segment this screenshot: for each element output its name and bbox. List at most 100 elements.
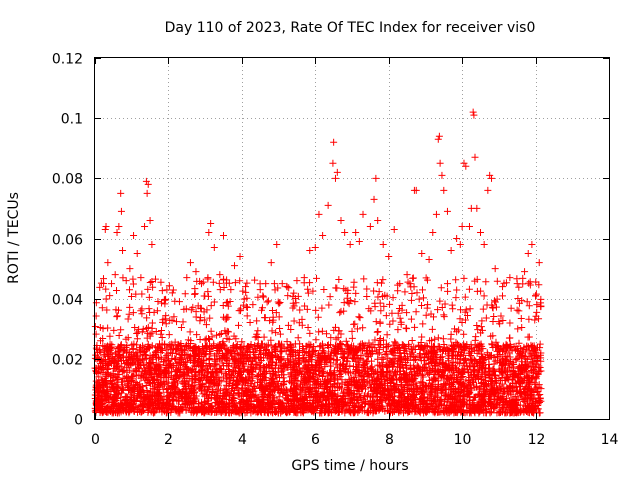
data-point — [216, 330, 224, 338]
data-point — [243, 303, 251, 311]
data-point — [509, 380, 517, 388]
data-point — [416, 353, 424, 361]
data-point — [412, 308, 420, 316]
data-point — [143, 314, 151, 322]
data-point — [434, 306, 442, 314]
data-point — [383, 343, 391, 351]
data-point — [260, 293, 268, 301]
data-point — [129, 309, 137, 317]
data-point — [224, 302, 232, 310]
data-point — [369, 392, 377, 400]
data-point — [92, 312, 100, 320]
data-point — [525, 279, 533, 287]
data-point — [408, 289, 416, 297]
data-point — [119, 366, 127, 374]
data-point — [386, 320, 394, 328]
data-point — [434, 334, 442, 342]
data-point — [402, 354, 410, 362]
data-point — [364, 390, 372, 398]
data-point — [474, 326, 482, 334]
data-point — [337, 330, 345, 338]
data-point — [350, 320, 358, 328]
data-point — [165, 282, 173, 290]
data-point — [196, 317, 204, 325]
data-point — [259, 292, 267, 300]
data-point — [448, 301, 456, 309]
data-point — [196, 335, 204, 343]
data-point — [124, 373, 132, 381]
data-point — [418, 333, 426, 341]
data-point — [206, 314, 214, 322]
data-point — [340, 285, 348, 293]
data-point — [439, 335, 447, 343]
data-point — [401, 288, 409, 296]
data-point — [204, 288, 212, 296]
data-point — [270, 280, 278, 288]
data-point — [363, 293, 371, 301]
data-point — [453, 286, 461, 294]
data-point — [410, 380, 418, 388]
data-point — [299, 345, 307, 353]
data-point — [231, 361, 239, 369]
data-point — [374, 355, 382, 363]
data-point — [528, 343, 536, 351]
data-point — [276, 330, 284, 338]
data-point — [200, 292, 208, 300]
data-point — [389, 294, 397, 302]
data-point — [534, 405, 542, 413]
data-point — [374, 328, 382, 336]
data-point — [359, 324, 367, 332]
data-point — [489, 332, 497, 340]
data-point — [515, 339, 523, 347]
data-point — [482, 278, 490, 286]
data-point — [499, 292, 507, 300]
data-point — [379, 362, 387, 370]
data-point — [246, 318, 254, 326]
data-point — [123, 408, 131, 416]
data-point — [480, 292, 488, 300]
data-point — [371, 336, 379, 344]
data-point — [312, 336, 320, 344]
data-point — [477, 323, 485, 331]
data-point — [352, 289, 360, 297]
data-point — [493, 277, 501, 285]
data-point — [332, 335, 340, 343]
data-point — [263, 298, 271, 306]
data-point — [532, 290, 540, 298]
data-point — [165, 331, 173, 339]
data-point — [140, 350, 148, 358]
data-point — [377, 279, 385, 287]
data-point — [235, 321, 243, 329]
data-point — [336, 373, 344, 381]
data-point — [290, 289, 298, 297]
data-point — [466, 305, 474, 313]
data-point — [318, 349, 326, 357]
data-point — [506, 319, 514, 327]
data-point — [201, 316, 209, 324]
data-point — [254, 334, 262, 342]
data-point — [490, 360, 498, 368]
data-point — [346, 296, 354, 304]
data-point — [211, 352, 219, 360]
data-point — [132, 290, 140, 298]
data-point — [346, 362, 354, 370]
data-point — [518, 297, 526, 305]
data-point — [169, 376, 177, 384]
data-point — [151, 386, 159, 394]
data-point — [215, 279, 223, 287]
data-point — [333, 284, 341, 292]
data-point — [275, 300, 283, 308]
data-point — [204, 275, 212, 283]
data-point — [376, 299, 384, 307]
data-point — [179, 318, 187, 326]
data-point — [525, 315, 533, 323]
data-point — [447, 330, 455, 338]
data-point — [146, 308, 154, 316]
data-point — [186, 328, 194, 336]
data-point — [144, 407, 152, 415]
data-point — [331, 323, 339, 331]
data-point — [145, 305, 153, 313]
data-point — [158, 326, 166, 334]
data-point — [238, 338, 246, 346]
data-point — [124, 386, 132, 394]
